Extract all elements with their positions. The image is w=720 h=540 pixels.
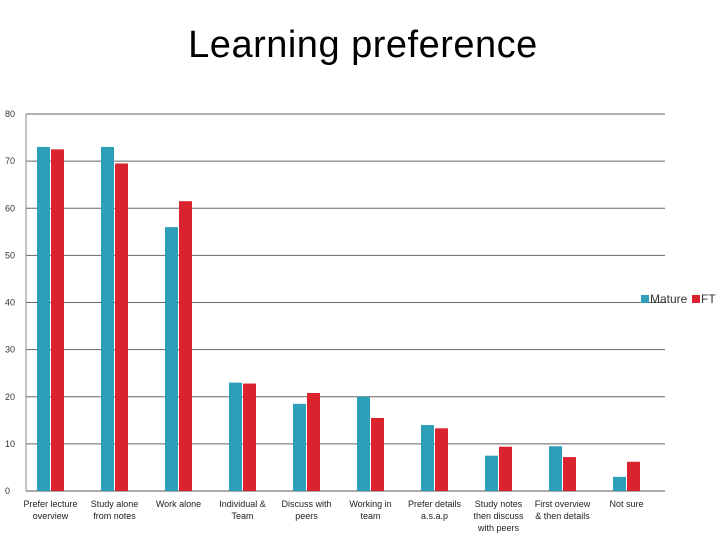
y-tick-label: 70 — [5, 156, 15, 166]
bar-ft — [435, 428, 448, 491]
bar-mature — [37, 146, 50, 492]
bar-mature — [421, 425, 434, 491]
y-axis: 0 10 20 30 40 50 60 70 80 — [5, 109, 27, 496]
x-tick-label: overview — [33, 511, 69, 521]
x-tick-label: Prefer details — [408, 499, 462, 509]
x-tick-label: Prefer lecture — [23, 499, 77, 509]
y-tick-label: 60 — [5, 203, 15, 213]
y-tick-label: 80 — [5, 109, 15, 119]
x-tick-label: Study alone — [91, 499, 139, 509]
x-tick-label: & then details — [535, 511, 590, 521]
x-tick-label: Not sure — [609, 499, 643, 509]
gridlines — [26, 113, 665, 492]
bar-mature — [485, 455, 498, 491]
x-tick-label: Study notes — [475, 499, 523, 509]
bar-ft — [243, 383, 256, 491]
y-tick-label: 50 — [5, 250, 15, 260]
bar-mature — [549, 446, 562, 491]
bar-mature — [229, 382, 242, 491]
x-tick-label: Work alone — [156, 499, 201, 509]
legend: Mature FT — [641, 292, 716, 306]
legend-label: Mature — [650, 292, 688, 306]
bar-ft — [563, 457, 576, 491]
bars — [37, 146, 640, 492]
y-tick-label: 30 — [5, 345, 15, 355]
x-tick-label: Discuss with — [281, 499, 331, 509]
bar-ft — [499, 446, 512, 491]
bar-mature — [101, 146, 114, 492]
chart-title: Learning preference — [188, 24, 538, 66]
x-tick-label: with peers — [477, 523, 520, 533]
bar-ft — [51, 149, 64, 491]
bar-ft — [179, 201, 192, 491]
x-axis-labels: Prefer lecture overview Study alone from no… — [23, 499, 643, 533]
x-tick-label: Working in — [349, 499, 391, 509]
x-tick-label: First overview — [535, 499, 591, 509]
legend-swatch — [641, 295, 649, 303]
y-tick-label: 10 — [5, 439, 15, 449]
y-tick-label: 20 — [5, 392, 15, 402]
bar-mature — [357, 396, 370, 491]
bar-mature — [613, 476, 626, 491]
y-tick-label: 0 — [5, 486, 10, 496]
x-tick-label: Team — [231, 511, 253, 521]
x-tick-label: from notes — [93, 511, 136, 521]
legend-label: FT — [701, 292, 716, 306]
bar-mature — [293, 403, 306, 491]
x-tick-label: Individual & — [219, 499, 266, 509]
bar-mature — [165, 227, 178, 491]
legend-swatch — [692, 295, 700, 303]
bar-ft — [627, 461, 640, 491]
x-tick-label: team — [360, 511, 380, 521]
x-tick-label: then discuss — [473, 511, 524, 521]
bar-ft — [307, 392, 320, 491]
x-tick-label: peers — [295, 511, 318, 521]
x-tick-label: a.s.a.p — [421, 511, 448, 521]
bar-ft — [371, 417, 384, 491]
bar-ft — [115, 163, 128, 491]
y-tick-label: 40 — [5, 298, 15, 308]
